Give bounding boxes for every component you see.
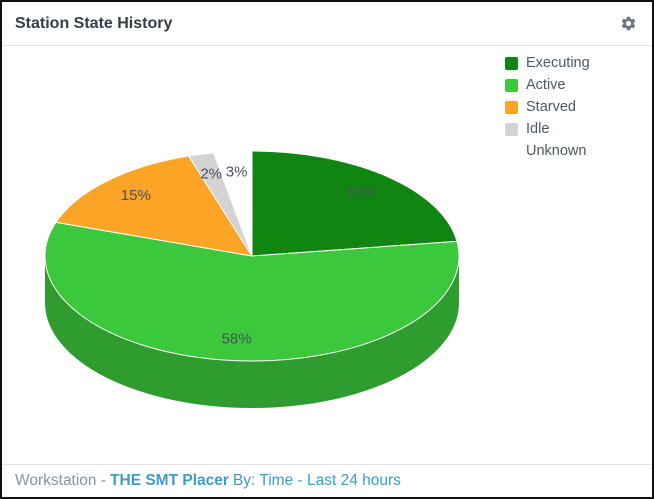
legend-swatch-active (505, 78, 518, 92)
legend-swatch-executing (505, 56, 518, 70)
pie-slice-label: 23% (346, 184, 376, 201)
footer-scope-label: Workstation - (15, 472, 107, 489)
chart-area: 23% 58% 15% 2% 3% Executing Active Starved Idle… (2, 46, 652, 464)
legend-item-executing: Executing (505, 52, 590, 74)
legend-label: Idle (526, 121, 550, 137)
chart-legend: Executing Active Starved Idle Unknown (505, 52, 590, 162)
pie-slice-label: 3% (226, 163, 248, 180)
legend-label: Starved (526, 99, 576, 115)
legend-swatch-idle (505, 122, 518, 136)
pie-slice-label: 2% (200, 166, 222, 183)
gear-icon[interactable] (620, 15, 637, 32)
legend-item-idle: Idle (505, 118, 590, 140)
pie-chart: 23% 58% 15% 2% 3% (44, 150, 460, 408)
pie-slice-starved[interactable] (55, 155, 253, 257)
widget-header: Station State History (2, 2, 652, 46)
legend-item-active: Active (505, 74, 590, 96)
legend-label: Active (526, 77, 566, 93)
footer-by-label: By: Time - Last 24 hours (232, 472, 401, 489)
pie-slice-label: 58% (222, 331, 252, 348)
widget-title: Station State History (15, 15, 173, 32)
legend-item-starved: Starved (505, 96, 590, 118)
widget-footer: Workstation - THE SMT Placer By: Time - … (2, 464, 652, 497)
legend-label: Unknown (526, 143, 587, 159)
legend-item-unknown: Unknown (505, 140, 590, 162)
legend-swatch-unknown (505, 144, 518, 158)
pie-slice-executing[interactable] (251, 150, 458, 257)
legend-label: Executing (526, 55, 590, 71)
footer-workstation-link[interactable]: THE SMT Placer (110, 472, 229, 489)
pie-slice-side-active (45, 256, 459, 408)
pie-slice-active[interactable] (44, 221, 460, 362)
pie-slice-unknown[interactable] (213, 150, 253, 257)
pie-slice-label: 15% (121, 187, 151, 204)
legend-swatch-starved (505, 100, 518, 114)
